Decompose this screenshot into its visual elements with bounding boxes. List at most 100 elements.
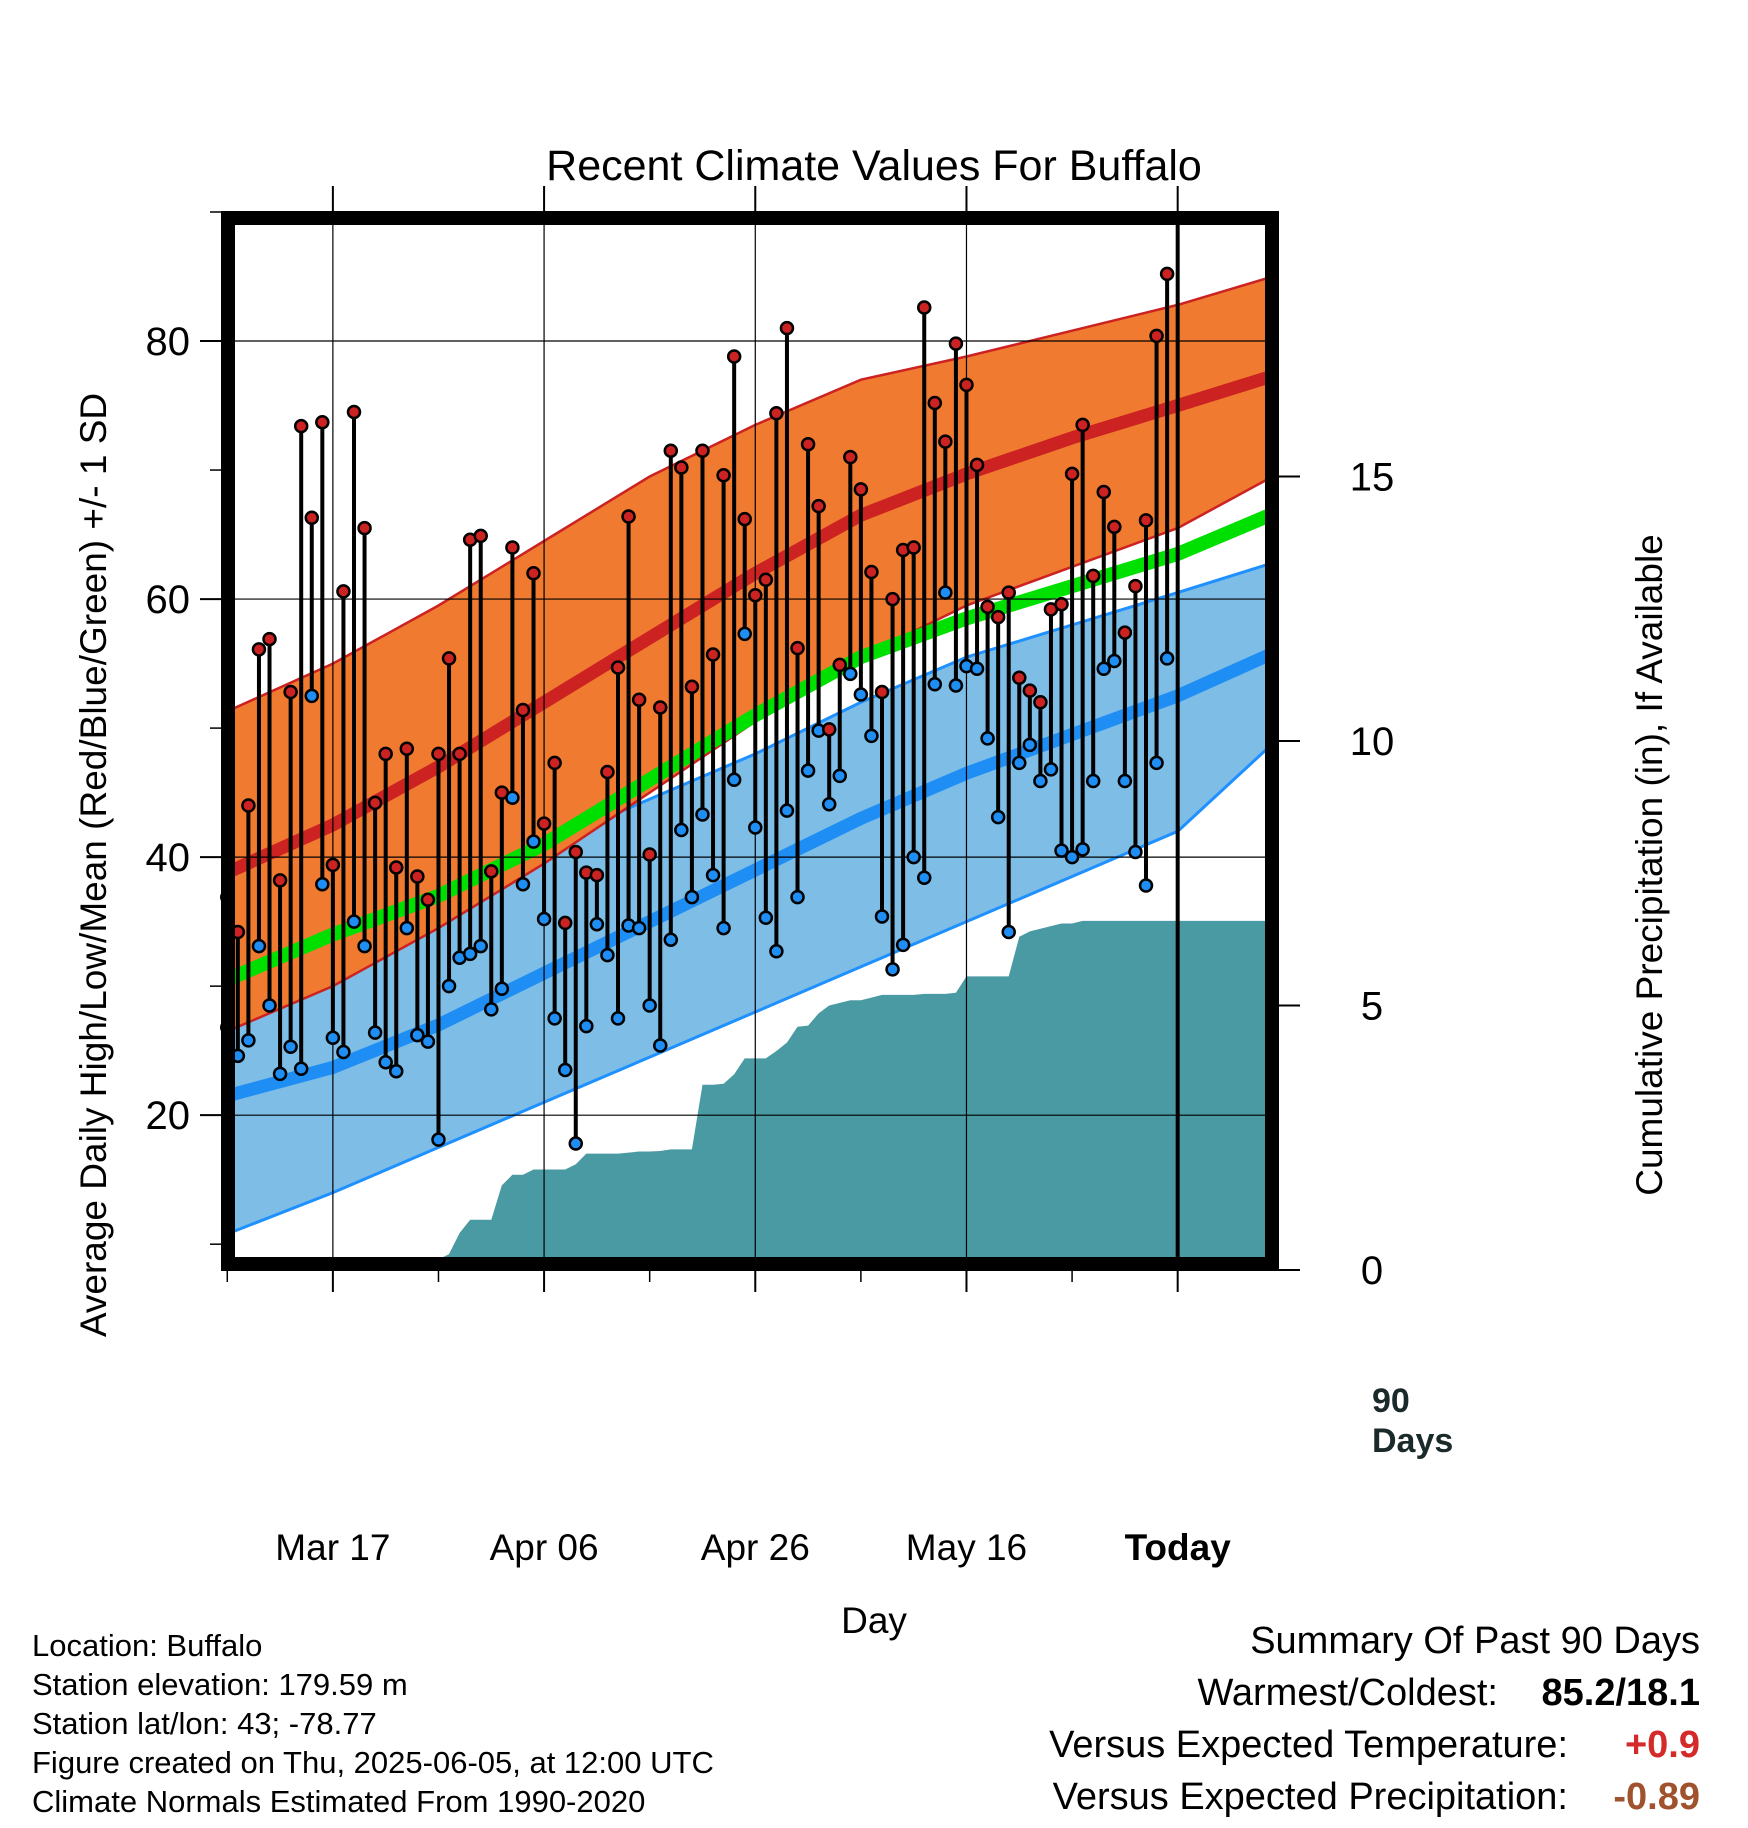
daily-low-point xyxy=(779,803,795,818)
daily-high-point xyxy=(705,647,721,662)
daily-low-point xyxy=(916,870,932,886)
daily-low-point xyxy=(874,909,890,924)
today-marker-label-90: 90 xyxy=(1372,1382,1410,1420)
daily-high-point xyxy=(1138,513,1154,528)
daily-high-point xyxy=(1149,328,1164,344)
daily-high-point xyxy=(357,520,372,536)
temp-anomaly-value: +0.9 xyxy=(1624,1724,1700,1766)
daily-high-point xyxy=(1054,596,1069,612)
daily-low-point xyxy=(420,1034,436,1049)
daily-low-point xyxy=(315,876,330,892)
x-tick-label: May 16 xyxy=(906,1527,1027,1568)
daily-high-point xyxy=(652,700,668,715)
daily-high-point xyxy=(1022,683,1038,698)
daily-low-point xyxy=(378,1055,393,1070)
daily-high-point xyxy=(610,660,626,675)
daily-low-point xyxy=(357,938,372,954)
daily-high-point xyxy=(631,692,647,707)
daily-high-point xyxy=(843,449,858,465)
daily-low-point xyxy=(843,666,858,682)
daily-low-point xyxy=(484,1002,499,1017)
daily-high-point xyxy=(790,640,805,656)
daily-low-point xyxy=(431,1132,446,1147)
daily-high-point xyxy=(452,746,467,762)
daily-high-point xyxy=(864,564,879,580)
daily-range-bars xyxy=(220,266,1175,1151)
daily-high-point xyxy=(874,684,890,700)
daily-high-point xyxy=(684,679,700,695)
daily-low-point xyxy=(1117,773,1133,789)
warmest-coldest-value: 85.2/18.1 xyxy=(1541,1672,1700,1714)
precip-cumulative-area xyxy=(227,920,1273,1270)
daily-high-point xyxy=(716,467,731,483)
y2-axis-label: Cumulative Precipitation (in), If Availa… xyxy=(1629,534,1670,1196)
daily-high-point xyxy=(526,566,541,581)
daily-high-point xyxy=(1107,519,1122,535)
daily-low-point xyxy=(980,731,995,746)
y2-tick-label: 10 xyxy=(1350,720,1395,764)
daily-low-point xyxy=(663,932,679,947)
daily-low-point xyxy=(367,1025,383,1040)
y2-tick-label: 5 xyxy=(1361,985,1383,1029)
elevation-text: Station elevation: 179.59 m xyxy=(32,1667,408,1702)
daily-low-point xyxy=(642,998,657,1013)
daily-high-point xyxy=(980,599,995,615)
daily-high-point xyxy=(410,869,425,884)
daily-low-point xyxy=(906,849,921,865)
grid-lines xyxy=(234,222,1268,1262)
daily-high-point xyxy=(547,755,562,771)
daily-high-point xyxy=(906,540,921,555)
daily-high-point xyxy=(420,892,436,907)
daily-low-point xyxy=(241,1033,256,1048)
daily-low-point xyxy=(610,1011,626,1026)
daily-low-point xyxy=(600,947,615,963)
daily-low-point xyxy=(589,916,605,932)
x-tick-label: Today xyxy=(1125,1527,1232,1568)
daily-high-point xyxy=(589,867,605,883)
daily-high-point xyxy=(399,741,415,756)
daily-high-point xyxy=(674,460,689,475)
latlon-text: Station lat/lon: 43; -78.77 xyxy=(32,1706,377,1741)
daily-low-point xyxy=(726,772,742,787)
daily-low-point xyxy=(748,820,763,835)
daily-high-point xyxy=(969,457,985,473)
daily-high-point xyxy=(1001,585,1016,600)
daily-high-point xyxy=(378,746,393,762)
daily-low-point xyxy=(1096,661,1112,676)
warmest-coldest-label: Warmest/Coldest: xyxy=(1197,1672,1498,1714)
daily-low-point xyxy=(695,807,710,822)
daily-high-point xyxy=(1075,417,1090,433)
daily-high-point xyxy=(505,540,520,555)
daily-low-point xyxy=(515,876,531,892)
daily-low-point xyxy=(821,796,837,812)
daily-low-point xyxy=(737,626,752,642)
daily-high-point xyxy=(272,873,288,888)
daily-high-point xyxy=(315,415,330,430)
daily-low-point xyxy=(1107,653,1122,669)
daily-low-point xyxy=(399,920,415,936)
daily-high-point xyxy=(251,642,267,657)
daily-high-point xyxy=(304,510,320,526)
daily-high-point xyxy=(758,572,774,587)
daily-low-point xyxy=(895,937,911,953)
daily-high-point xyxy=(916,300,932,315)
daily-low-point xyxy=(990,809,1006,825)
y-tick-label: 20 xyxy=(146,1094,191,1138)
daily-low-point xyxy=(262,998,277,1013)
daily-low-point xyxy=(631,920,647,936)
daily-low-point xyxy=(652,1038,668,1053)
precip-anomaly-label: Versus Expected Precipitation: xyxy=(1052,1776,1568,1818)
temp-anomaly-label: Versus Expected Temperature: xyxy=(1049,1724,1568,1766)
daily-high-point xyxy=(811,498,826,514)
plot-frame xyxy=(221,211,1279,1271)
daily-high-point xyxy=(990,609,1006,625)
daily-low-point xyxy=(568,1136,584,1151)
daily-high-point xyxy=(695,443,710,458)
daily-high-point xyxy=(1033,695,1048,710)
daily-low-point xyxy=(473,938,488,954)
daily-high-point xyxy=(821,722,837,737)
daily-low-point xyxy=(251,938,267,954)
created-text: Figure created on Thu, 2025-06-05, at 12… xyxy=(32,1745,714,1780)
daily-low-point xyxy=(864,728,879,744)
